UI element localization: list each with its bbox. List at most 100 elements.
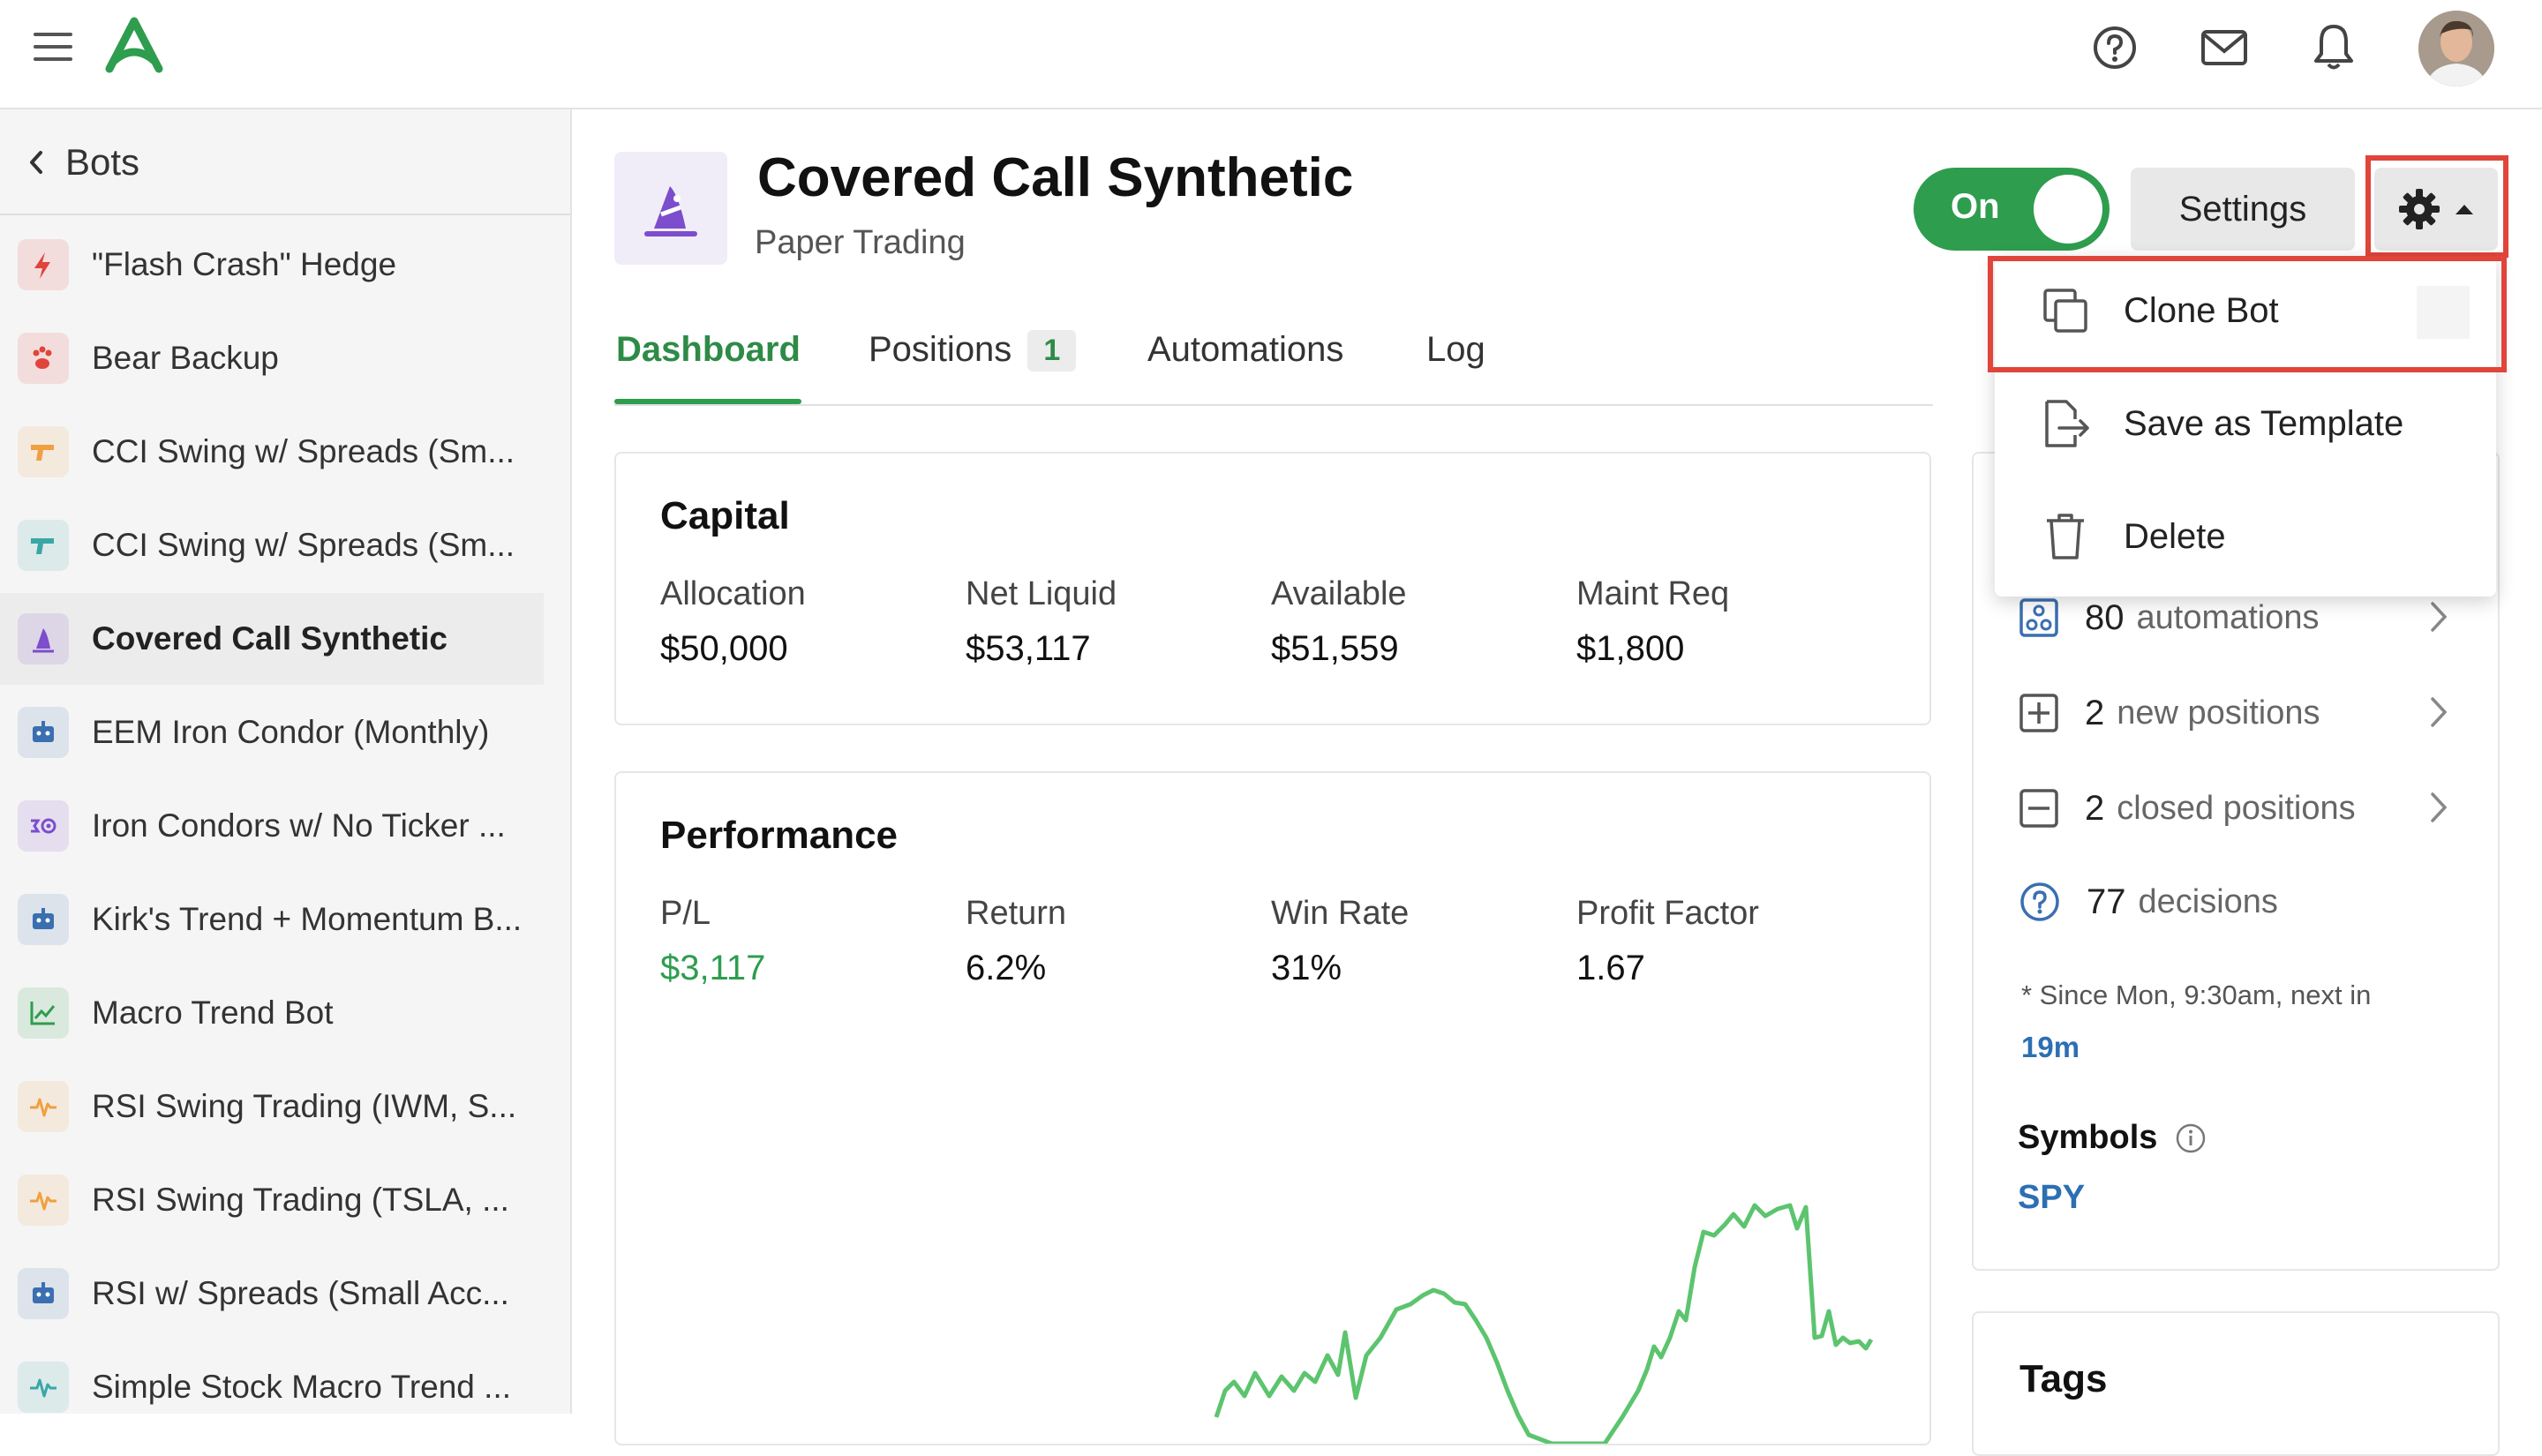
question-circle-icon — [2020, 882, 2059, 921]
tags-card: Tags — [1972, 1311, 2500, 1456]
toggle-label: On — [1951, 187, 2000, 226]
chevron-right-icon[interactable] — [2429, 695, 2448, 733]
sidebar: Bots "Flash Crash" Hedge Bear Backup CCI S… — [0, 109, 572, 1414]
sidebar-item-label: CCI Swing w/ Spreads (Sm... — [92, 527, 515, 563]
decisions-label: decisions — [2138, 882, 2278, 920]
settings-button[interactable]: Settings — [2131, 168, 2355, 251]
export-file-icon — [2037, 398, 2094, 449]
decisions-count: 77 — [2087, 882, 2126, 921]
sidebar-item-bear-backup[interactable]: Bear Backup — [0, 312, 544, 404]
back-label: Bots — [65, 141, 140, 183]
automations-label: automations — [2136, 598, 2320, 636]
stat-value: $51,559 — [1271, 629, 1399, 668]
stat-win-rate: Win Rate 31% — [1271, 895, 1409, 988]
bot-avatar — [614, 152, 727, 265]
save-as-template-menu-item[interactable]: Save as Template — [1995, 374, 2496, 473]
sidebar-item-label: Bear Backup — [92, 340, 279, 376]
menu-item-label: Delete — [2124, 516, 2226, 556]
chevron-right-icon[interactable] — [2429, 791, 2448, 829]
sidebar-item-covered-call-synthetic[interactable]: Covered Call Synthetic — [0, 593, 544, 685]
bot-on-toggle[interactable]: On — [1914, 168, 2110, 251]
sidebar-item-label: Iron Condors w/ No Ticker ... — [92, 807, 506, 844]
stat-return: Return 6.2% — [966, 895, 1066, 988]
stat-profit-factor: Profit Factor 1.67 — [1576, 895, 1759, 988]
sidebar-item-eem-iron-condor-monthly[interactable]: EEM Iron Condor (Monthly) — [0, 687, 544, 778]
capital-title: Capital — [660, 494, 790, 537]
stat-value: 31% — [1271, 949, 1342, 987]
sidebar-item-cci-swing-w-spreads-sm[interactable]: CCI Swing w/ Spreads (Sm... — [0, 406, 544, 498]
top-bar — [0, 0, 2542, 109]
automations-row[interactable]: 80 automations — [2019, 591, 2320, 644]
wizard-icon — [18, 613, 69, 664]
tab-label: Automations — [1147, 330, 1344, 369]
stat-label: Win Rate — [1271, 895, 1410, 932]
plus-square-icon — [2019, 694, 2058, 732]
help-circle-icon[interactable] — [2088, 21, 2141, 74]
automations-count: 80 — [2085, 597, 2125, 637]
page-title: Covered Call Synthetic — [757, 147, 1354, 208]
stat-net-liquid: Net Liquid $53,117 — [966, 575, 1117, 669]
sidebar-item-rsi-w-spreads-small-acc[interactable]: RSI w/ Spreads (Small Acc... — [0, 1248, 544, 1340]
app-logo[interactable] — [101, 16, 168, 78]
sidebar-item-cci-swing-w-spreads-sm[interactable]: CCI Swing w/ Spreads (Sm... — [0, 499, 544, 591]
new-positions-row[interactable]: 2 new positions — [2019, 687, 2320, 739]
sidebar-item-iron-condors-w-no-ticker[interactable]: Iron Condors w/ No Ticker ... — [0, 780, 544, 872]
tab-bar: Dashboard Positions 1 Automations Log — [614, 318, 1933, 406]
hamburger-icon[interactable] — [26, 25, 79, 69]
sidebar-item-kirk-s-trend-momentum-b[interactable]: Kirk's Trend + Momentum B... — [0, 874, 544, 965]
clone-icon — [2037, 287, 2094, 334]
back-to-bots-link[interactable]: Bots — [26, 136, 139, 189]
new-positions-label: new positions — [2117, 694, 2320, 732]
menu-item-trailing-box — [2417, 286, 2470, 339]
condor-icon — [18, 800, 69, 852]
symbols-label: Symbols — [2018, 1119, 2158, 1156]
gear-dropdown-menu: Clone Bot Save as Template Delete — [1995, 256, 2496, 597]
stat-available: Available $51,559 — [1271, 575, 1407, 669]
gear-highlight — [2365, 155, 2508, 258]
new-positions-count: 2 — [2085, 693, 2105, 732]
gun-icon — [18, 520, 69, 571]
sidebar-item-rsi-swing-trading-tsla[interactable]: RSI Swing Trading (TSLA, ... — [0, 1154, 544, 1246]
sidebar-header: Bots — [0, 109, 570, 215]
tab-positions[interactable]: Positions 1 — [869, 330, 1077, 415]
tab-automations[interactable]: Automations — [1147, 330, 1343, 415]
mail-icon[interactable] — [2198, 21, 2251, 74]
sidebar-item-simple-stock-macro-trend[interactable]: Simple Stock Macro Trend ... — [0, 1341, 544, 1433]
tab-log[interactable]: Log — [1426, 330, 1485, 415]
closed-positions-count: 2 — [2085, 788, 2105, 828]
stat-pl: P/L $3,117 — [660, 895, 765, 988]
user-avatar[interactable] — [2418, 11, 2494, 86]
bolt-icon — [18, 239, 69, 290]
bell-icon[interactable] — [2307, 19, 2360, 74]
symbol-link[interactable]: SPY — [2018, 1179, 2086, 1216]
stat-label: Allocation — [660, 575, 806, 612]
menu-item-label: Clone Bot — [2124, 290, 2279, 330]
tab-label: Dashboard — [616, 330, 801, 369]
caret-up-icon — [2456, 205, 2473, 214]
pulse-icon — [18, 1175, 69, 1226]
stat-value: $3,117 — [660, 949, 766, 987]
sidebar-item-flash-crash-hedge[interactable]: "Flash Crash" Hedge — [0, 219, 544, 311]
next-run-time: 19m — [2021, 1031, 2080, 1063]
clone-bot-menu-item[interactable]: Clone Bot — [1995, 261, 2496, 360]
chevron-left-icon — [30, 151, 42, 174]
decisions-row[interactable]: 77 decisions — [2019, 875, 2278, 928]
gear-menu-button[interactable] — [2374, 168, 2498, 251]
menu-item-label: Save as Template — [2124, 403, 2404, 443]
closed-positions-row[interactable]: 2 closed positions — [2019, 782, 2356, 835]
stat-label: Return — [966, 895, 1067, 932]
symbols-heading: Symbols — [2018, 1119, 2207, 1157]
sidebar-item-label: RSI Swing Trading (TSLA, ... — [92, 1182, 509, 1218]
stat-allocation: Allocation $50,000 — [660, 575, 806, 669]
chevron-right-icon[interactable] — [2429, 600, 2448, 638]
tags-title: Tags — [2019, 1357, 2108, 1400]
clone-bot-highlight — [1988, 256, 2507, 372]
info-icon[interactable] — [2175, 1122, 2207, 1154]
positions-count-badge: 1 — [1027, 330, 1077, 372]
sidebar-item-macro-trend-bot[interactable]: Macro Trend Bot — [0, 967, 544, 1059]
delete-menu-item[interactable]: Delete — [1995, 487, 2496, 586]
sidebar-item-rsi-swing-trading-iwm-s[interactable]: RSI Swing Trading (IWM, S... — [0, 1061, 544, 1152]
tab-dashboard[interactable]: Dashboard — [616, 330, 801, 415]
stat-label: Net Liquid — [966, 575, 1117, 612]
active-tab-indicator — [614, 399, 801, 404]
